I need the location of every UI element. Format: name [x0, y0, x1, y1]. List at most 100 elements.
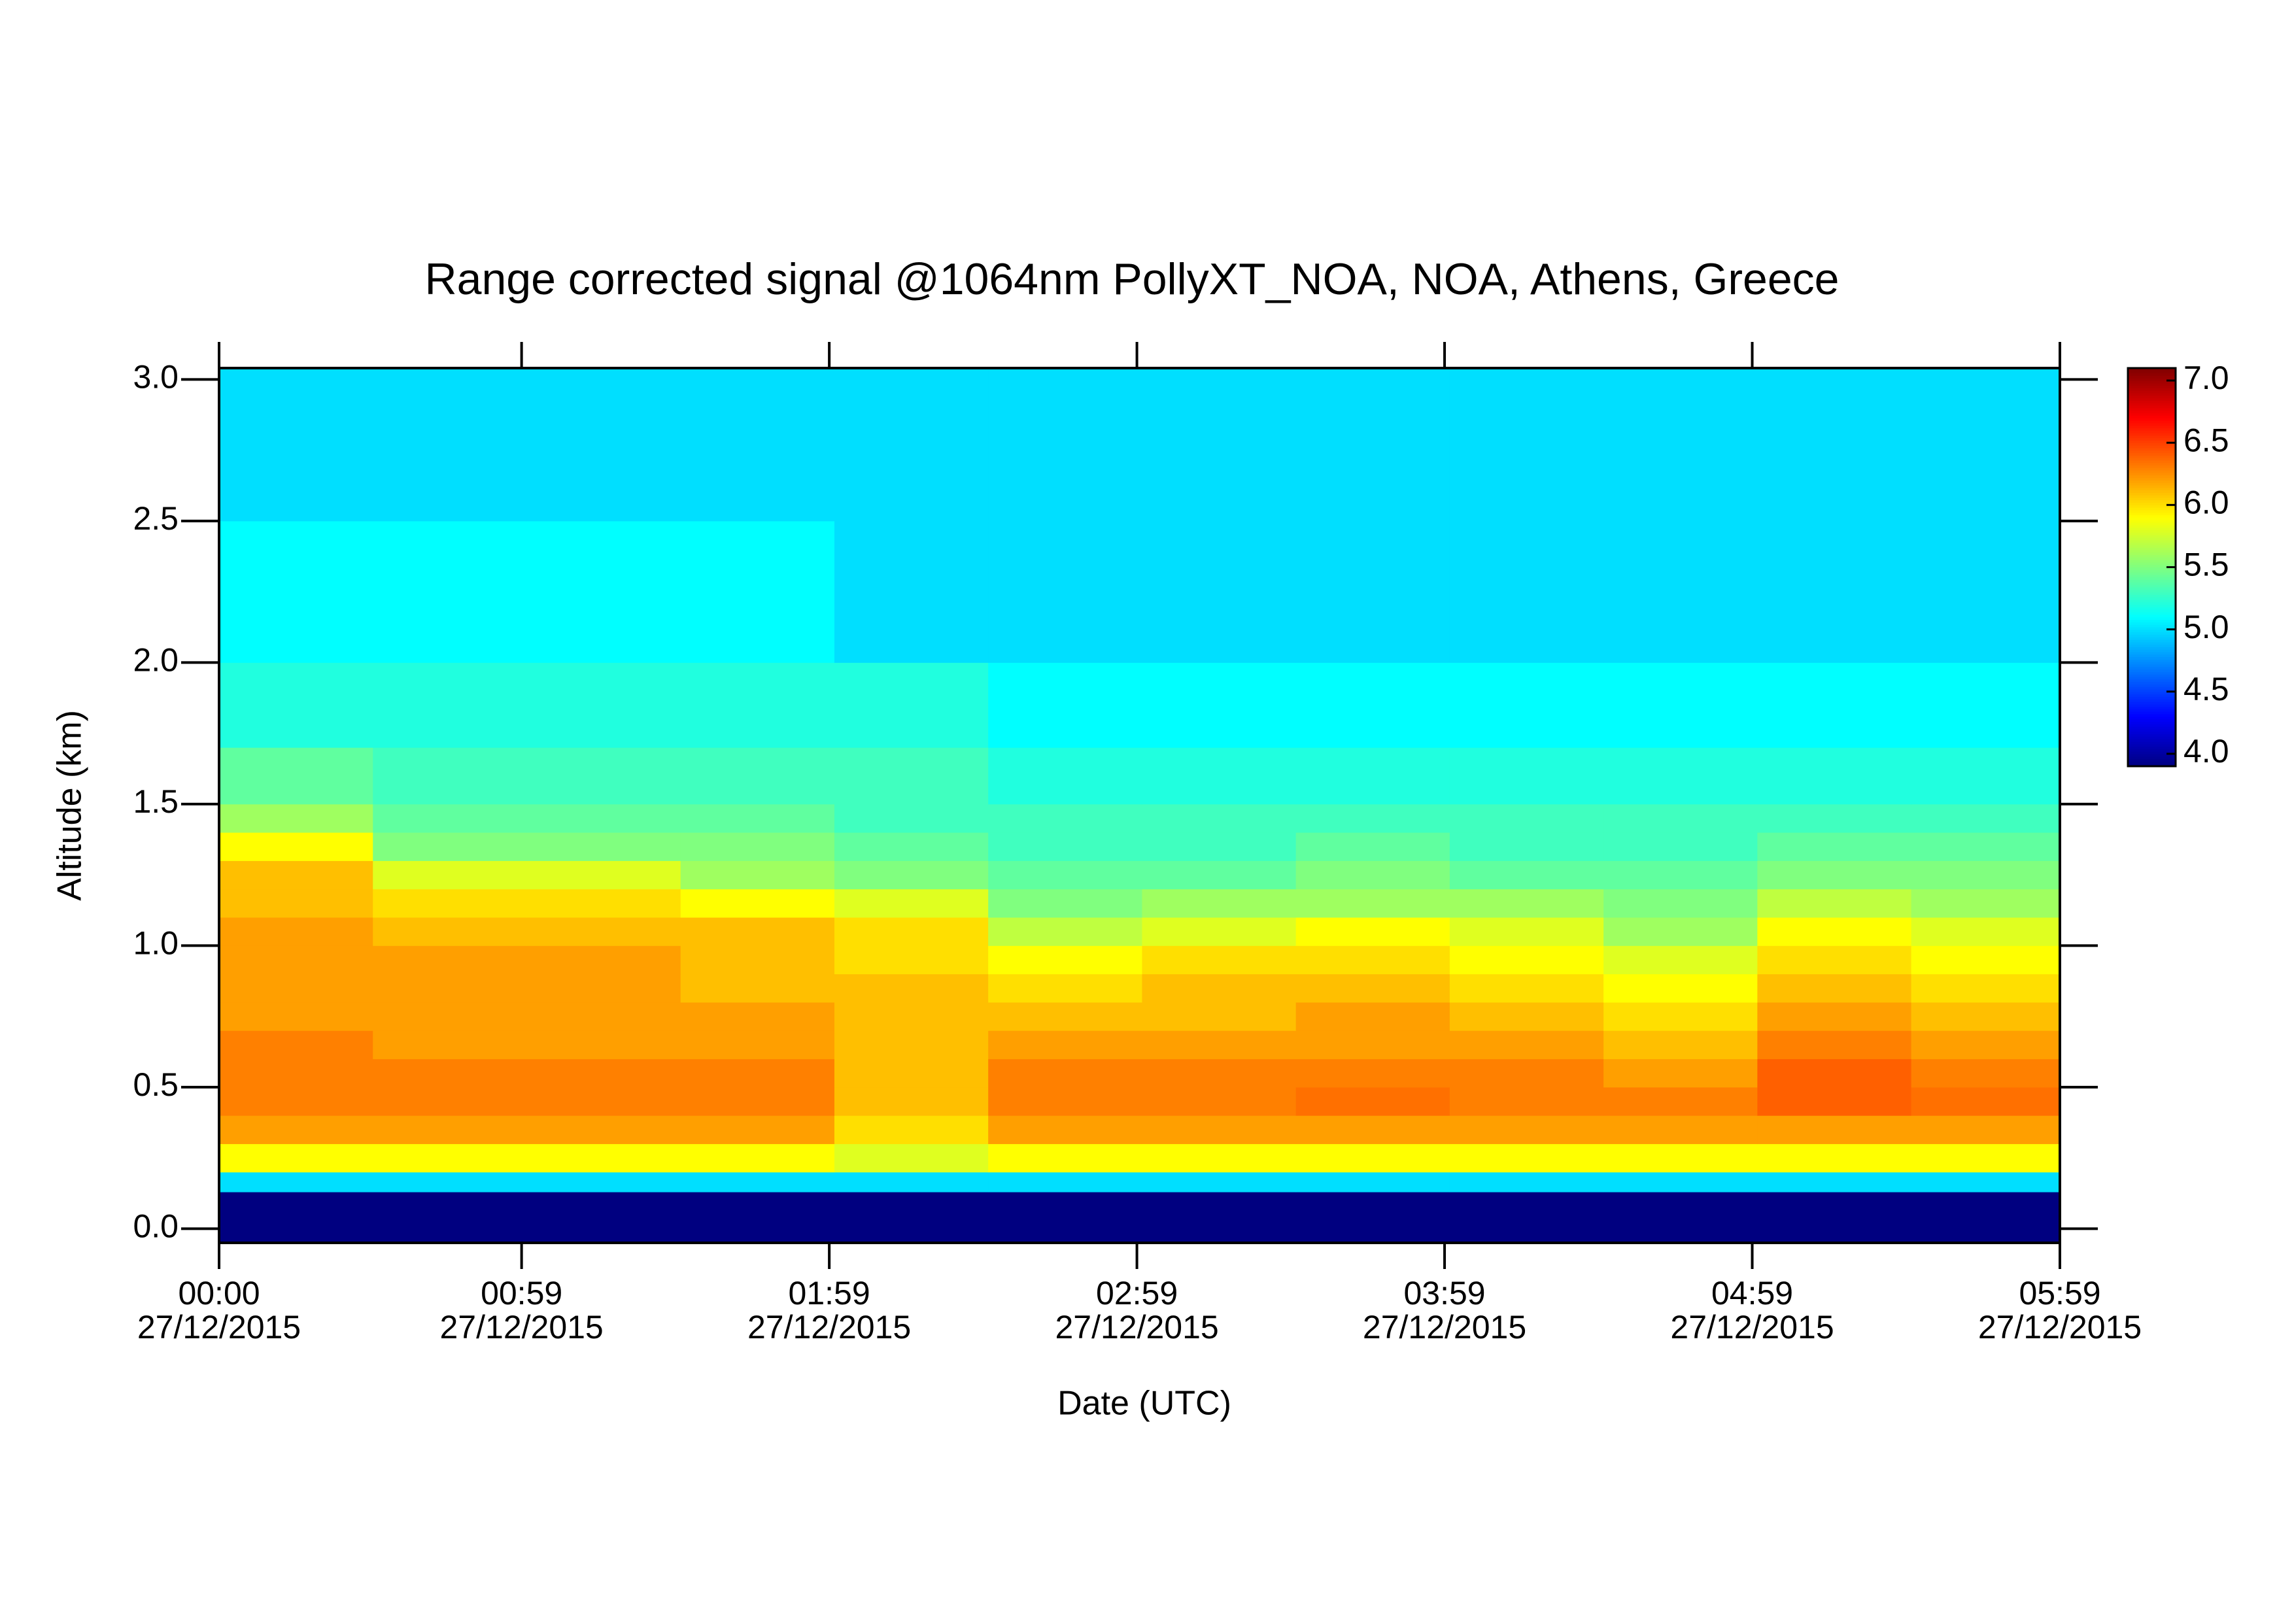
colorbar-band	[2128, 749, 2176, 752]
y-tick-label: 2.5	[133, 500, 179, 537]
heatmap-cell	[1757, 1143, 1912, 1173]
heatmap-cell	[1757, 1172, 1912, 1193]
heatmap-cell	[1449, 1115, 1604, 1144]
colorbar-band	[2128, 586, 2176, 590]
heatmap-cell	[988, 747, 1142, 805]
colorbar-band	[2128, 418, 2176, 421]
heatmap-cell	[834, 888, 989, 918]
heatmap-cell	[988, 1030, 1142, 1060]
heatmap-cell	[1449, 1143, 1604, 1173]
heatmap-cell	[1295, 1030, 1450, 1060]
heatmap-cell	[219, 1058, 373, 1088]
colorbar-band	[2128, 584, 2176, 588]
heatmap-cell	[1911, 747, 2061, 805]
heatmap-cell	[526, 368, 681, 522]
heatmap-cell	[1911, 1143, 2061, 1173]
heatmap-cell	[1603, 368, 1758, 522]
colorbar-band	[2128, 647, 2176, 650]
heatmap-cell	[834, 747, 989, 805]
heatmap-cell	[834, 1002, 989, 1031]
heatmap-cell	[1449, 804, 1604, 833]
colorbar-band	[2128, 632, 2176, 635]
colorbar-band	[2128, 490, 2176, 493]
heatmap-cell	[219, 1030, 373, 1060]
colorbar-band	[2128, 741, 2176, 745]
heatmap-cell	[373, 832, 527, 861]
heatmap-cell	[1603, 888, 1758, 918]
heatmap-cell	[373, 368, 527, 522]
heatmap-cell	[1911, 1030, 2061, 1060]
colorbar-band	[2128, 413, 2176, 416]
colorbar-band	[2128, 505, 2176, 508]
colorbar-band	[2128, 475, 2176, 479]
heatmap-cell	[1757, 860, 1912, 890]
x-tick-label: 27/12/2015	[747, 1309, 911, 1345]
colorbar-band	[2128, 517, 2176, 520]
heatmap-cell	[373, 973, 527, 1003]
colorbar-band	[2128, 736, 2176, 739]
heatmap-cell	[988, 832, 1142, 861]
heatmap-cell	[1603, 1143, 1758, 1173]
heatmap-cell	[1911, 860, 2061, 890]
heatmap-cell	[1449, 520, 1604, 663]
colorbar-band	[2128, 512, 2176, 516]
heatmap-cell	[1142, 368, 1297, 522]
heatmap-cell	[526, 520, 681, 663]
colorbar-band	[2128, 467, 2176, 471]
heatmap-cell	[1142, 1143, 1297, 1173]
heatmap-cell	[1603, 832, 1758, 861]
heatmap-cell	[1142, 1002, 1297, 1031]
heatmap-cell	[1911, 1002, 2061, 1031]
heatmap-cell	[1603, 917, 1758, 946]
colorbar-band	[2128, 515, 2176, 518]
colorbar-band	[2128, 462, 2176, 466]
colorbar-band	[2128, 709, 2176, 712]
heatmap-cell	[1757, 917, 1912, 946]
heatmap-cell	[680, 917, 835, 946]
heatmap-cell	[988, 888, 1142, 918]
colorbar-band	[2128, 443, 2176, 446]
heatmap-cell	[1295, 1172, 1450, 1193]
heatmap-cell	[219, 804, 373, 833]
heatmap-cell	[1911, 1192, 2061, 1243]
heatmap-cell	[1911, 832, 2061, 861]
heatmap-cell	[1911, 804, 2061, 833]
colorbar-band	[2128, 382, 2176, 386]
heatmap-cell	[1757, 832, 1912, 861]
heatmap-cell	[1757, 973, 1912, 1003]
heatmap-cell	[1603, 662, 1758, 748]
colorbar-band	[2128, 711, 2176, 715]
colorbar-band	[2128, 560, 2176, 563]
colorbar-band	[2128, 734, 2176, 737]
heatmap-cell	[1295, 832, 1450, 861]
heatmap-cell	[373, 662, 527, 748]
heatmap-cell	[1449, 1002, 1604, 1031]
colorbar-band	[2128, 370, 2176, 374]
heatmap-cell	[1449, 945, 1604, 975]
colorbar-band	[2128, 564, 2176, 568]
heatmap-cell	[680, 973, 835, 1003]
heatmap-cell	[373, 860, 527, 890]
x-tick-label: 00:59	[481, 1275, 562, 1311]
colorbar-band	[2128, 430, 2176, 433]
heatmap-cell	[1603, 1002, 1758, 1031]
colorbar-tick-label: 5.5	[2183, 547, 2229, 583]
heatmap-cell	[834, 368, 989, 522]
colorbar-band	[2128, 420, 2176, 424]
colorbar-band	[2128, 450, 2176, 454]
colorbar-tick-label: 4.0	[2183, 733, 2229, 770]
colorbar-band	[2128, 572, 2176, 575]
colorbar-band	[2128, 662, 2176, 665]
heatmap-cell	[1142, 1172, 1297, 1193]
colorbar-band	[2128, 739, 2176, 742]
heatmap-cell	[219, 1002, 373, 1031]
colorbar-band	[2128, 522, 2176, 526]
heatmap-cell	[988, 1115, 1142, 1144]
heatmap-cell	[526, 1192, 681, 1243]
heatmap-cell	[1142, 1087, 1297, 1116]
heatmap-cell	[1295, 1143, 1450, 1173]
heatmap-cell	[1911, 1087, 2061, 1116]
colorbar-band	[2128, 686, 2176, 690]
colorbar-band	[2128, 452, 2176, 456]
colorbar-band	[2128, 509, 2176, 513]
